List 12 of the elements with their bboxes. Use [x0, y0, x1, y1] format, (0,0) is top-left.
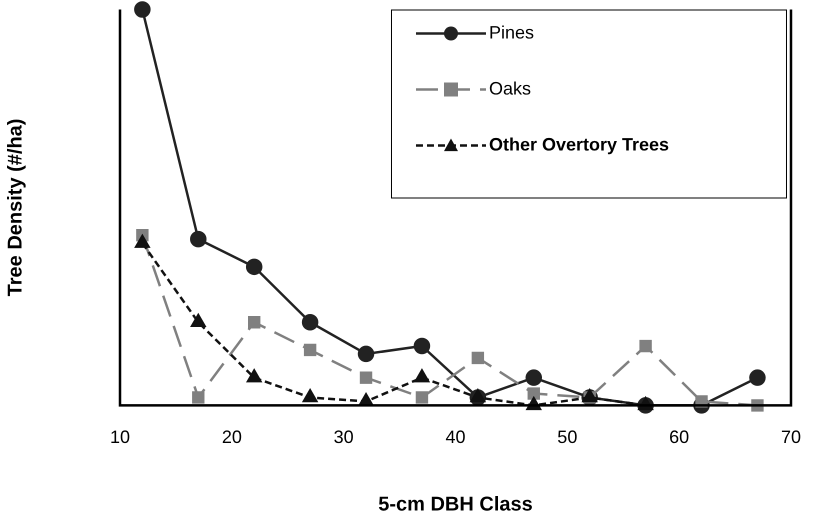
legend-label: Pines	[488, 22, 534, 42]
x-tick-label: 60	[669, 427, 690, 448]
y-axis-title: Tree Density (#/ha)	[4, 118, 27, 296]
x-tick-label: 70	[780, 427, 802, 448]
x-tick-label: 40	[445, 427, 466, 448]
x-tick-label: 50	[557, 427, 578, 448]
x-axis-title: 5-cm DBH Class	[378, 494, 533, 516]
x-tick-label: 10	[110, 427, 130, 448]
x-tick-label: 30	[334, 427, 354, 448]
x-tick-label: 20	[222, 427, 242, 448]
legend-label: Other Overtory Trees	[488, 134, 670, 154]
legend-label: Oaks	[488, 78, 532, 98]
